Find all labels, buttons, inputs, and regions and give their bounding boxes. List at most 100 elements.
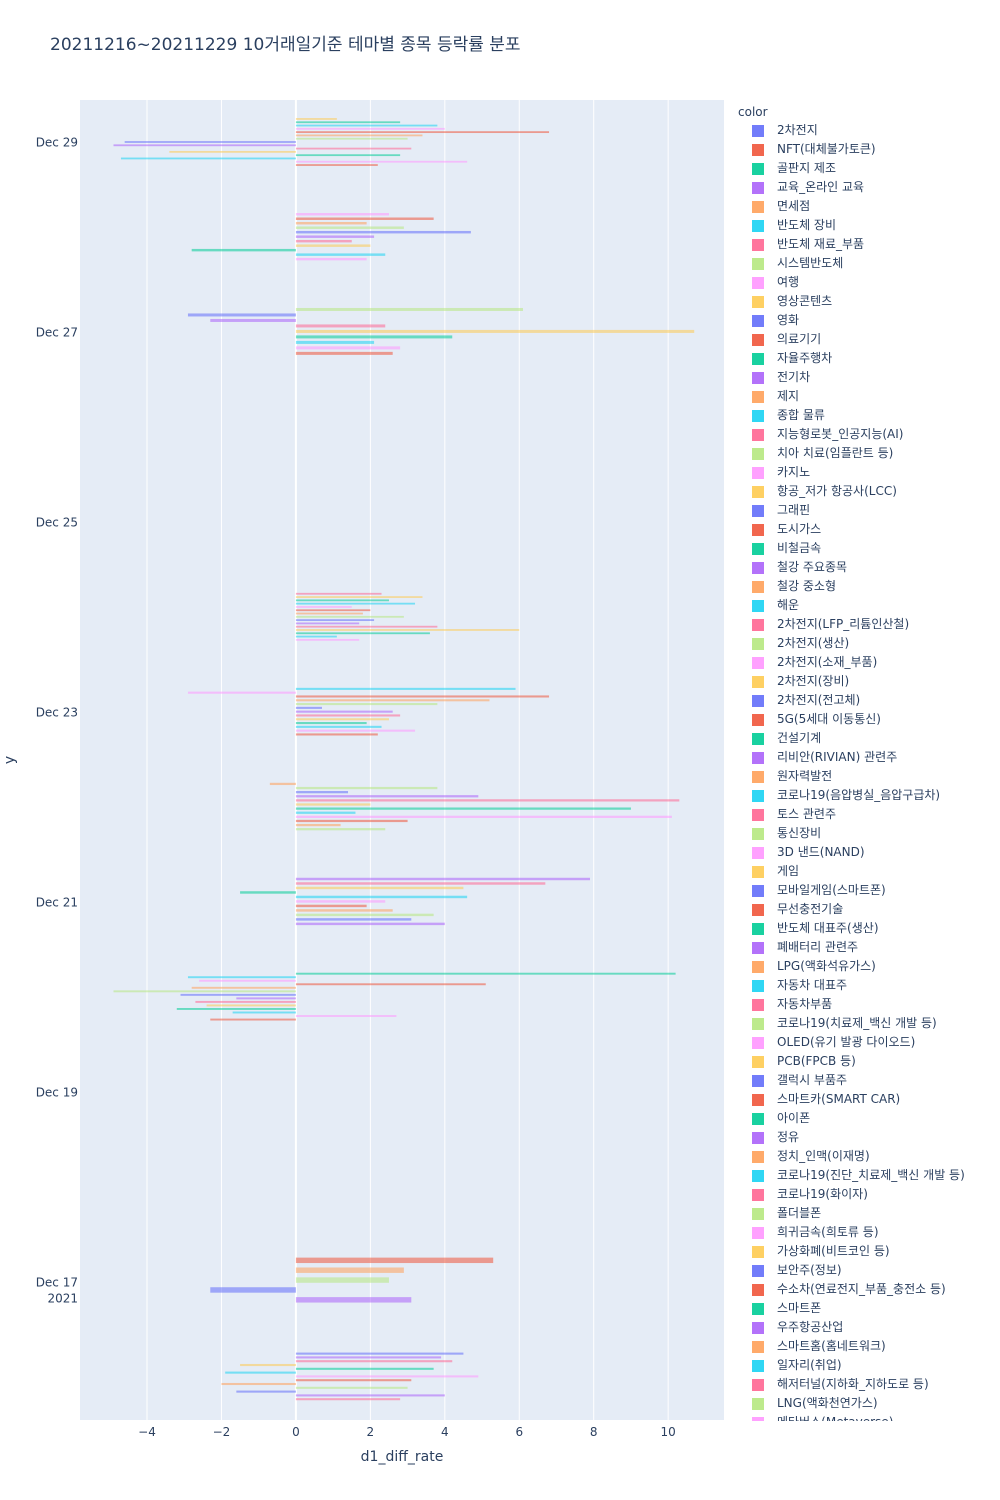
legend-item[interactable]: 2차전지(전고체): [738, 691, 1000, 710]
legend-item[interactable]: 비철금속: [738, 539, 1000, 558]
bar: [295, 807, 631, 810]
legend-swatch: [752, 790, 764, 802]
legend-item[interactable]: 치아 치료(임플란트 등): [738, 444, 1000, 463]
legend-swatch: [752, 809, 764, 821]
bar: [295, 340, 375, 344]
legend-item[interactable]: 2차전지(장비): [738, 672, 1000, 691]
legend-swatch: [752, 828, 764, 840]
legend-item[interactable]: 코로나19(치료제_백신 개발 등): [738, 1014, 1000, 1033]
legend-item[interactable]: LPG(액화석유가스): [738, 957, 1000, 976]
bar: [187, 691, 296, 694]
legend-label: 반도체 대표주(생산): [777, 921, 879, 935]
legend-item[interactable]: 영상콘텐츠: [738, 292, 1000, 311]
bar: [295, 257, 367, 261]
bar: [295, 815, 672, 818]
legend-item[interactable]: 코로나19(음압병실_음압구급차): [738, 786, 1000, 805]
legend-item[interactable]: 리비안(RIVIAN) 관련주: [738, 748, 1000, 767]
bar: [295, 687, 516, 690]
legend-item[interactable]: 종합 물류: [738, 406, 1000, 425]
bar: [295, 226, 404, 229]
legend-item[interactable]: 게임: [738, 862, 1000, 881]
legend-item[interactable]: OLED(유기 발광 다이오드): [738, 1033, 1000, 1052]
legend-item[interactable]: 자동차 대표주: [738, 976, 1000, 995]
legend-item[interactable]: 정유: [738, 1128, 1000, 1147]
legend-swatch: [752, 410, 764, 422]
plot-background: [80, 100, 724, 1420]
legend-item[interactable]: 모바일게임(스마트폰): [738, 881, 1000, 900]
legend-item[interactable]: 메타버스(Metaverse): [738, 1413, 1000, 1421]
legend-item[interactable]: 토스 관련주: [738, 805, 1000, 824]
legend-swatch: [752, 1303, 764, 1315]
legend-item[interactable]: 수소차(연료전지_부품_충전소 등): [738, 1280, 1000, 1299]
legend-item[interactable]: 폴더블폰: [738, 1204, 1000, 1223]
bar: [295, 213, 389, 216]
bar: [295, 609, 371, 612]
legend-item[interactable]: 스마트카(SMART CAR): [738, 1090, 1000, 1109]
legend-item[interactable]: 카지노: [738, 463, 1000, 482]
legend-label: 코로나19(음압병실_음압구급차): [777, 788, 941, 802]
legend-item[interactable]: 반도체 대표주(생산): [738, 919, 1000, 938]
legend-item[interactable]: 그래핀: [738, 501, 1000, 520]
legend-item[interactable]: NFT(대체불가토큰): [738, 140, 1000, 159]
legend-item[interactable]: 반도체 재료_부품: [738, 235, 1000, 254]
legend-item[interactable]: 자동차부품: [738, 995, 1000, 1014]
legend-item[interactable]: 일자리(취업): [738, 1356, 1000, 1375]
legend-item[interactable]: 반도체 장비: [738, 216, 1000, 235]
legend-item[interactable]: 전기차: [738, 368, 1000, 387]
legend-item[interactable]: 도시가스: [738, 520, 1000, 539]
legend-item[interactable]: 희귀금속(희토류 등): [738, 1223, 1000, 1242]
legend-item[interactable]: 스마트폰: [738, 1299, 1000, 1318]
legend-swatch: [752, 1151, 764, 1163]
legend-item[interactable]: 영화: [738, 311, 1000, 330]
legend-item[interactable]: 여행: [738, 273, 1000, 292]
legend-item[interactable]: 보안주(정보): [738, 1261, 1000, 1280]
legend-label: 자동차부품: [777, 997, 833, 1011]
legend-item[interactable]: 건설기계: [738, 729, 1000, 748]
legend-item[interactable]: 코로나19(화이자): [738, 1185, 1000, 1204]
legend-item[interactable]: 5G(5세대 이동통신): [738, 710, 1000, 729]
legend-item[interactable]: 제지: [738, 387, 1000, 406]
legend-item[interactable]: 코로나19(진단_치료제_백신 개발 등): [738, 1166, 1000, 1185]
legend-item[interactable]: 통신장비: [738, 824, 1000, 843]
legend-item[interactable]: 정치_인맥(이재명): [738, 1147, 1000, 1166]
legend-label: 반도체 재료_부품: [777, 237, 865, 251]
legend-item[interactable]: 자율주행차: [738, 349, 1000, 368]
bar: [295, 733, 378, 736]
legend-item[interactable]: 원자력발전: [738, 767, 1000, 786]
legend-label: 영화: [777, 313, 800, 327]
legend-item[interactable]: LNG(액화천연가스): [738, 1394, 1000, 1413]
legend-item[interactable]: PCB(FPCB 등): [738, 1052, 1000, 1071]
legend-item[interactable]: 폐배터리 관련주: [738, 938, 1000, 957]
legend-item[interactable]: 3D 낸드(NAND): [738, 843, 1000, 862]
legend-item[interactable]: 철강 중소형: [738, 577, 1000, 596]
legend-item[interactable]: 우주항공산업: [738, 1318, 1000, 1337]
legend-item[interactable]: 갤럭시 부품주: [738, 1071, 1000, 1090]
legend-item[interactable]: 2차전지(소재_부품): [738, 653, 1000, 672]
legend-item[interactable]: 면세점: [738, 197, 1000, 216]
legend-item[interactable]: 지능형로봇_인공지능(AI): [738, 425, 1000, 444]
bar: [191, 248, 296, 252]
legend-label: 시스템반도체: [777, 256, 844, 270]
gridlines: [146, 100, 669, 1420]
legend-swatch: [752, 1132, 764, 1144]
legend-label: 교육_온라인 교육: [777, 180, 865, 194]
legend-item[interactable]: 2차전지(LFP_리튬인산철): [738, 615, 1000, 634]
legend-item[interactable]: 항공_저가 항공사(LCC): [738, 482, 1000, 501]
legend-item[interactable]: 아이폰: [738, 1109, 1000, 1128]
legend-item[interactable]: 교육_온라인 교육: [738, 178, 1000, 197]
legend-item[interactable]: 무선충전기술: [738, 900, 1000, 919]
legend-item[interactable]: 철강 주요종목: [738, 558, 1000, 577]
legend-item[interactable]: 해저터널(지하화_지하도로 등): [738, 1375, 1000, 1394]
legend-item[interactable]: 스마트홈(홈네트워크): [738, 1337, 1000, 1356]
legend-swatch: [752, 866, 764, 878]
legend-label: 메타버스(Metaverse): [777, 1413, 893, 1421]
legend-item[interactable]: 2차전지: [738, 121, 1000, 140]
legend-item[interactable]: 의료기기: [738, 330, 1000, 349]
legend-item[interactable]: 가상화폐(비트코인 등): [738, 1242, 1000, 1261]
legend-item[interactable]: 골판지 제조: [738, 159, 1000, 178]
legend-item[interactable]: 시스템반도체: [738, 254, 1000, 273]
legend-item[interactable]: 2차전지(생산): [738, 634, 1000, 653]
legend-item[interactable]: 해운: [738, 596, 1000, 615]
legend-label: 면세점: [777, 199, 811, 213]
bar: [295, 1356, 442, 1359]
